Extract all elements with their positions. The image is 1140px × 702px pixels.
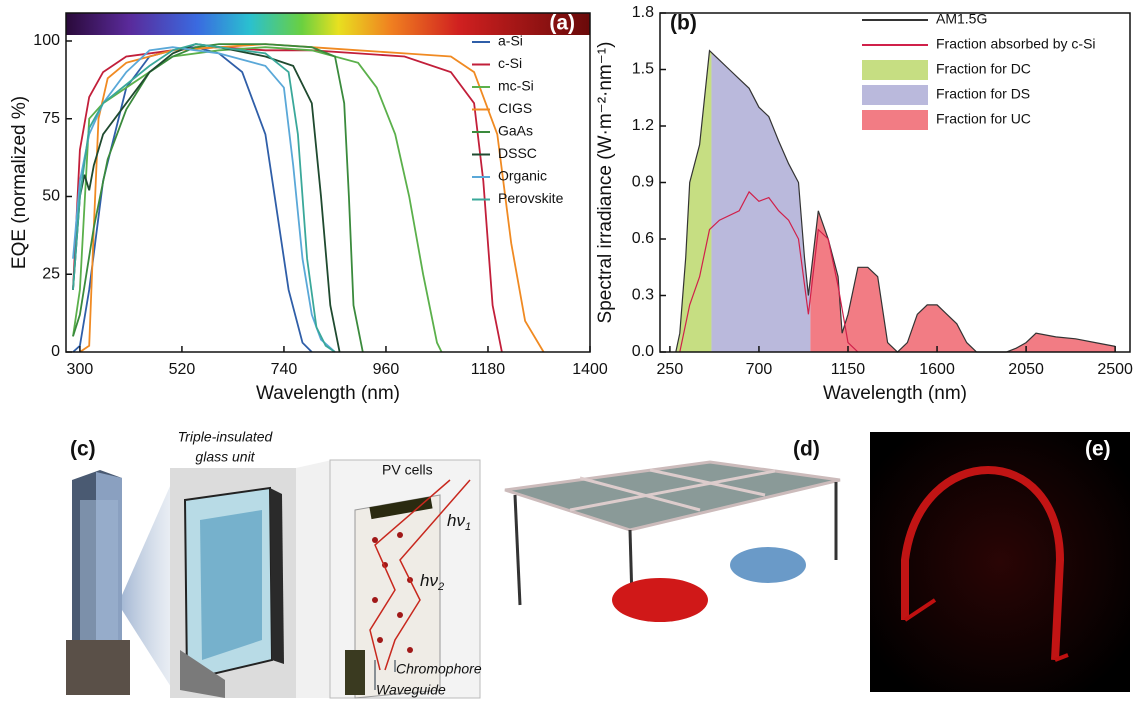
- y-axis-title: Spectral irradiance (W·m⁻²·nm⁻¹): [595, 42, 616, 324]
- x-tick-label: 740: [271, 361, 298, 378]
- x-tick-label: 300: [67, 361, 94, 378]
- x-tick-label: 1600: [919, 361, 955, 378]
- panel-label: (a): [549, 12, 575, 35]
- y-tick-label: 1.5: [632, 61, 654, 78]
- y-tick-label: 0: [51, 343, 60, 360]
- panel-e: (e): [870, 432, 1130, 692]
- x-tick-label: 250: [657, 361, 684, 378]
- legend-label: DSSC: [498, 145, 537, 161]
- y-tick-label: 1.8: [632, 4, 654, 21]
- x-tick-label: 1400: [572, 361, 608, 378]
- figure: 300 520 740 960 1180 1400 0 25 50 75 100 Wavelength…: [0, 0, 1140, 702]
- subscript: 1: [465, 521, 471, 533]
- legend-label: Organic: [498, 168, 547, 184]
- series-line: [73, 44, 363, 352]
- legend-label: AM1.5G: [936, 11, 987, 27]
- y-tick-label: 50: [42, 188, 60, 205]
- charts: 300 520 740 960 1180 1400 0 25 50 75 100 Wavelength…: [9, 4, 1133, 404]
- caption: PV cells: [382, 462, 433, 478]
- x-tick-label: 700: [746, 361, 773, 378]
- fill-area: [711, 53, 810, 352]
- y-tick-label: 25: [42, 265, 60, 282]
- panel-label: (d): [793, 438, 820, 461]
- y-tick-label: 1.2: [632, 117, 654, 134]
- caption: Waveguide: [376, 682, 446, 698]
- caption: Triple-insulated: [178, 429, 274, 445]
- series-line: [73, 47, 442, 352]
- legend-label: Fraction absorbed by c-Si: [936, 36, 1096, 52]
- x-tick-label: 520: [169, 361, 196, 378]
- legend-label: Fraction for DC: [936, 61, 1031, 77]
- legend-swatch: [862, 85, 928, 105]
- panel-label: (b): [670, 12, 697, 35]
- panel-d: (d): [505, 438, 840, 622]
- y-tick-label: 0.3: [632, 287, 654, 304]
- series-line: [73, 47, 312, 352]
- panel-c: (c) Triple-insulated glass unit PV cells…: [66, 429, 482, 698]
- series-line: [80, 44, 544, 352]
- zoom-cone: [122, 468, 178, 698]
- rainbow-bar: [66, 13, 590, 35]
- legend-label: Fraction for UC: [936, 111, 1031, 127]
- y-tick-label: 75: [42, 110, 60, 127]
- caption: glass unit: [195, 449, 255, 465]
- legend-label: CIGS: [498, 100, 532, 116]
- y-tick-label: 0.9: [632, 174, 654, 191]
- fill-area: [810, 211, 1115, 352]
- y-axis-title: EQE (normalized %): [9, 96, 30, 269]
- x-tick-label: 2050: [1008, 361, 1044, 378]
- symbol: hν: [447, 511, 465, 530]
- y-tick-label: 100: [33, 32, 60, 49]
- legend-label: Perovskite: [498, 190, 564, 206]
- building: [66, 470, 130, 695]
- legend-label: a-Si: [498, 33, 523, 49]
- caption: Chromophore: [396, 661, 482, 677]
- x-axis-title: Wavelength (nm): [256, 383, 400, 404]
- panel-label: (e): [1085, 438, 1111, 461]
- legend-label: Fraction for DS: [936, 86, 1030, 102]
- x-tick-label: 1150: [831, 361, 866, 378]
- legend-swatch: [862, 60, 928, 80]
- legend-swatch: [862, 110, 928, 130]
- x-tick-label: 2500: [1097, 361, 1133, 378]
- fill-area: [676, 51, 712, 352]
- subscript: 2: [437, 581, 444, 593]
- series-line: [73, 47, 335, 352]
- legend-label: mc-Si: [498, 78, 534, 94]
- legend-label: c-Si: [498, 55, 522, 71]
- x-tick-label: 1180: [471, 361, 506, 378]
- y-tick-label: 0.6: [632, 230, 654, 247]
- chart: 250 700 1150 1600 2050 2500 0.0 0.3 0.6 0.9 1.2 1.5…: [595, 4, 1133, 404]
- x-axis-title: Wavelength (nm): [823, 383, 967, 404]
- symbol: hν: [420, 571, 438, 590]
- panel-label: (c): [70, 438, 96, 461]
- x-tick-label: 960: [373, 361, 400, 378]
- legend-label: GaAs: [498, 123, 533, 139]
- chart: 300 520 740 960 1180 1400 0 25 50 75 100 Wavelength…: [9, 12, 608, 404]
- y-tick-label: 0.0: [632, 343, 654, 360]
